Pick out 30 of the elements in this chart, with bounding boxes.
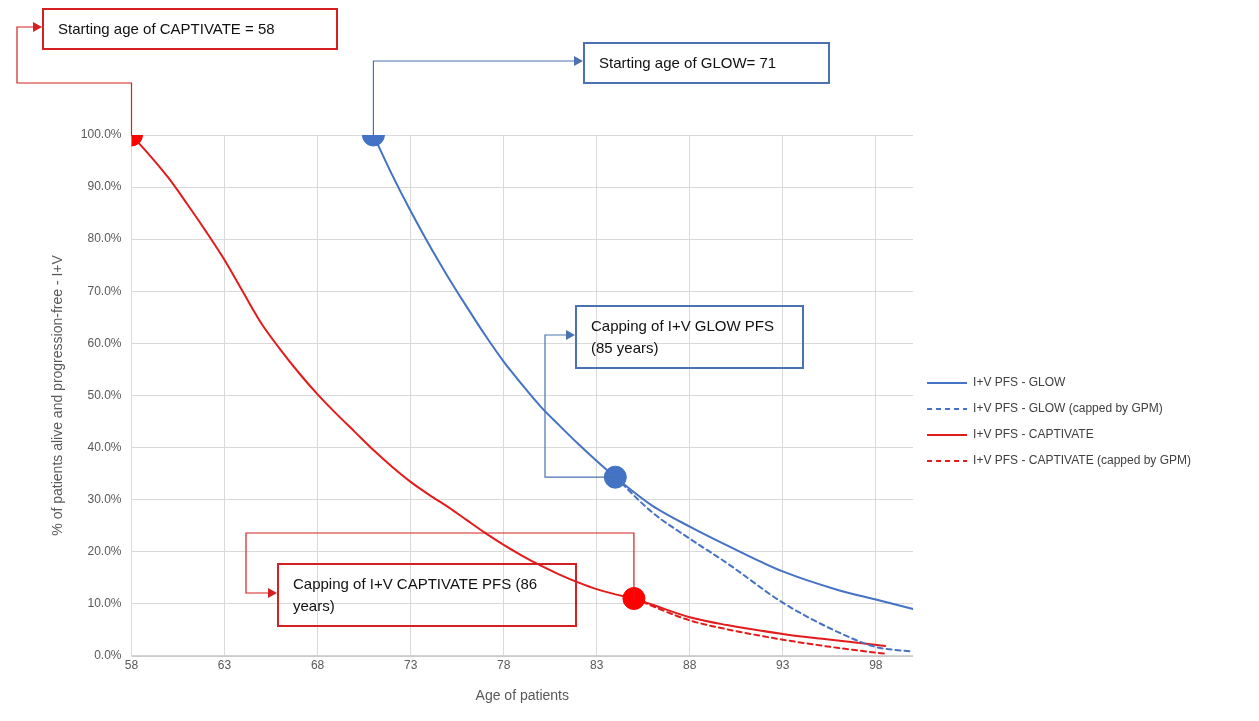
x-tick-label: 88 bbox=[683, 658, 697, 673]
y-tick-label: 0.0% bbox=[94, 648, 122, 663]
x-tick-label: 78 bbox=[496, 658, 511, 673]
x-tick-label: 68 bbox=[310, 658, 325, 673]
y-tick-label: 100.0% bbox=[80, 127, 122, 142]
legend-label: I+V PFS - CAPTIVATE bbox=[973, 427, 1094, 442]
text: Starting age of CAPTIVATE = 58 bbox=[42, 8, 338, 50]
legend-label: I+V PFS - GLOW bbox=[973, 375, 1067, 390]
y-tick-label: 80.0% bbox=[87, 231, 122, 246]
x-axis-title: Age of patients bbox=[475, 687, 569, 704]
x-tick-label: 58 bbox=[124, 658, 139, 673]
x-tick-label: 98 bbox=[869, 658, 883, 673]
y-tick-label: 40.0% bbox=[87, 439, 122, 454]
x-tick-label: 83 bbox=[590, 658, 604, 673]
legend-label: I+V PFS - GLOW (capped by GPM) bbox=[973, 401, 1163, 416]
y-tick-label: 50.0% bbox=[87, 387, 122, 402]
text: Starting age of GLOW= 71 bbox=[583, 42, 830, 84]
y-tick-label: 70.0% bbox=[87, 283, 122, 298]
y-tick-label: 30.0% bbox=[87, 491, 122, 506]
annotation: Capping of I+V GLOW PFS (85 years) bbox=[575, 305, 804, 369]
y-axis-title: % of patients alive and progression-free - I+V bbox=[49, 254, 66, 536]
y-tick-label: 20.0% bbox=[87, 543, 122, 558]
x-tick-label: 73 bbox=[403, 658, 418, 673]
annotation: Capping of I+V CAPTIVATE PFS (86 years) bbox=[277, 563, 577, 627]
legend-label: I+V PFS - CAPTIVATE (capped by GPM) bbox=[973, 453, 1191, 468]
y-tick-label: 60.0% bbox=[87, 335, 122, 350]
y-tick-label: 10.0% bbox=[87, 596, 122, 611]
y-tick-label: 90.0% bbox=[87, 179, 122, 194]
x-tick-label: 93 bbox=[776, 658, 790, 673]
x-tick-label: 63 bbox=[217, 658, 232, 673]
